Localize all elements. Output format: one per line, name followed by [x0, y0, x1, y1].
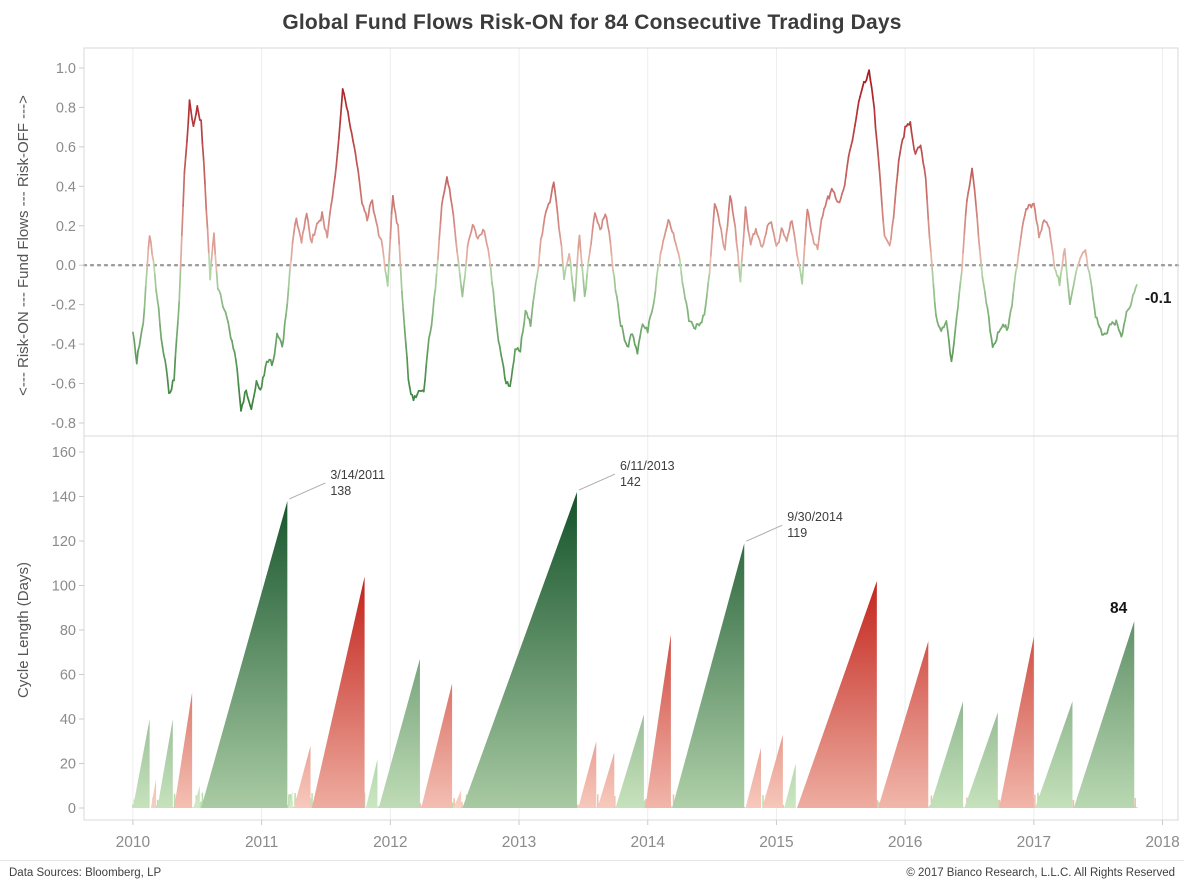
cycle-triangle — [201, 500, 288, 808]
cycle-triangle — [157, 719, 173, 808]
fund-flows-line — [132, 69, 1138, 412]
cycle-triangle — [597, 752, 615, 808]
y-tick-label-top: 0.2 — [56, 219, 76, 235]
cycle-triangle — [745, 747, 761, 808]
x-tick-label: 2012 — [373, 834, 407, 851]
x-tick-label: 2018 — [1145, 834, 1179, 851]
cycle-triangle — [578, 741, 597, 808]
y-tick-label-bottom: 0 — [68, 801, 76, 817]
y-tick-label-top: -0.8 — [51, 416, 76, 432]
cycle-triangle — [645, 634, 671, 808]
y-tick-label-bottom: 60 — [60, 668, 76, 684]
x-tick-label: 2016 — [888, 834, 922, 851]
x-tick-label: 2013 — [502, 834, 536, 851]
y-tick-label-bottom: 40 — [60, 712, 76, 728]
cycle-panel: 3/14/2011 138 6/11/2013 142 9/30/2014 119 84 — [132, 459, 1138, 808]
cycle-annotations: 3/14/2011 138 6/11/2013 142 9/30/2014 119 84 — [289, 459, 1128, 617]
x-tick-label: 2011 — [245, 834, 278, 851]
cycle-triangle — [288, 790, 293, 808]
x-tick-label: 2014 — [630, 834, 665, 851]
cycle-triangle — [462, 492, 577, 808]
x-tick-label: 2015 — [759, 834, 793, 851]
cycle-triangle — [174, 692, 193, 808]
oscillator-panel: -0.1 — [82, 69, 1180, 412]
y-tick-label-top: 0.6 — [56, 140, 76, 156]
cycle-triangle — [762, 734, 783, 808]
peak-value-label: 119 — [787, 526, 807, 540]
current-cycle-label: 84 — [1110, 600, 1128, 617]
y-tick-label-top: -0.4 — [51, 337, 76, 353]
cycle-triangle — [150, 779, 157, 808]
cycle-triangle — [365, 759, 378, 808]
x-tick-label: 2017 — [1017, 834, 1051, 851]
cycle-triangle — [378, 658, 420, 808]
axes: 2010 2011 2012 2013 2014 2015 2016 2017 2018 1.0 0… — [15, 47, 1180, 851]
cycle-triangle — [929, 701, 964, 808]
bottom-y-axis-title: Cycle Length (Days) — [15, 562, 32, 698]
cycle-triangle — [293, 745, 311, 808]
x-tick-label: 2010 — [116, 834, 151, 851]
cycle-triangle — [999, 636, 1034, 808]
y-tick-label-top: 1.0 — [56, 61, 76, 77]
cycle-triangle — [615, 714, 644, 808]
cycle-triangle — [784, 763, 796, 808]
y-tick-label-top: 0.0 — [56, 258, 76, 274]
cycle-triangle — [453, 790, 462, 808]
cycle-triangle — [132, 719, 150, 808]
peak-value-label: 142 — [620, 475, 641, 489]
chart-title: Global Fund Flows Risk-ON for 84 Consecu… — [282, 11, 902, 34]
peak-date-label: 6/11/2013 — [620, 459, 675, 473]
y-tick-label-top: -0.6 — [51, 377, 76, 393]
cycle-triangle — [1073, 621, 1135, 808]
y-tick-label-top: -0.2 — [51, 298, 76, 314]
footer: Data Sources: Bloomberg, LP © 2017 Bianc… — [0, 860, 1184, 884]
cycle-triangle — [1035, 701, 1073, 808]
y-tick-label-bottom: 20 — [60, 757, 76, 773]
y-tick-label-bottom: 100 — [52, 579, 76, 595]
y-tick-label-bottom: 80 — [60, 623, 76, 639]
cycle-triangle — [193, 785, 200, 808]
y-tick-label-bottom: 160 — [52, 445, 76, 461]
peak-value-label: 138 — [330, 484, 351, 498]
y-tick-label-top: 0.4 — [56, 179, 76, 195]
y-tick-label-bottom: 120 — [52, 534, 76, 550]
cycle-triangle — [797, 581, 877, 808]
last-value-annotation: -0.1 — [1145, 290, 1172, 307]
cycle-triangles — [132, 492, 1135, 808]
peak-date-label: 3/14/2011 — [330, 468, 385, 482]
cycle-triangle — [421, 683, 453, 808]
y-tick-label-bottom: 140 — [52, 490, 76, 506]
cycle-triangle — [878, 641, 929, 808]
cycle-triangle — [672, 543, 745, 808]
top-y-axis-title: <--- Risk-ON --- Fund Flows --- Risk-OFF… — [15, 95, 32, 396]
cycle-triangle — [964, 712, 998, 808]
cycle-triangle — [311, 576, 365, 808]
data-sources-label: Data Sources: Bloomberg, LP — [9, 866, 162, 879]
peak-date-label: 9/30/2014 — [787, 510, 843, 524]
copyright-label: © 2017 Bianco Research, L.L.C. All Right… — [906, 866, 1175, 879]
y-tick-label-top: 0.8 — [56, 100, 76, 116]
